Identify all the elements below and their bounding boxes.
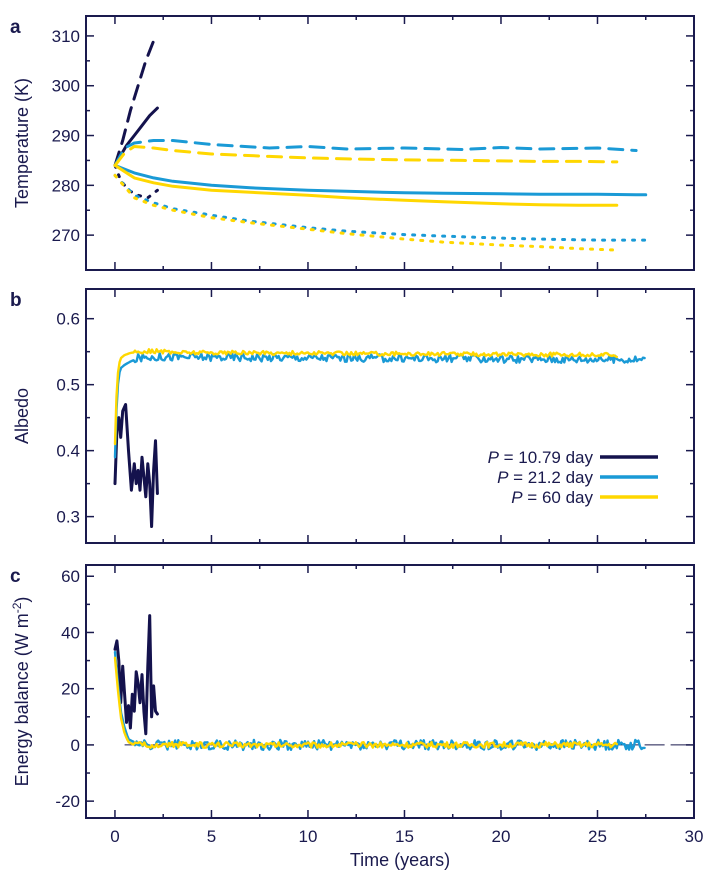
panel-a-frame: [85, 15, 695, 271]
y-tick-label: 0.3: [56, 508, 80, 527]
legend-label-p10: P = 10.79 day: [488, 448, 594, 467]
x-tick-label: 15: [395, 827, 414, 846]
y-tick-label: 20: [61, 680, 80, 699]
y-tick-label: 0.5: [56, 376, 80, 395]
series-p21-noisy: [113, 352, 646, 459]
panel-c-frame: [85, 564, 695, 819]
y-tick-label: 60: [61, 567, 80, 586]
y-tick-label: 300: [52, 77, 80, 96]
x-tick-label: 0: [110, 827, 119, 846]
panel-b-letter: b: [10, 290, 22, 311]
x-tick-label: 30: [685, 827, 704, 846]
series-p21-solid: [113, 163, 648, 197]
series-p60-noisy: [113, 348, 618, 446]
legend-p-symbol: P: [497, 468, 509, 487]
x-tick-label: 10: [299, 827, 318, 846]
series-p10-dashed: [113, 39, 156, 167]
legend-label-p60: P = 60 day: [511, 488, 593, 507]
x-tick-label: 25: [588, 827, 607, 846]
series-p21-noisy: [113, 650, 646, 752]
y-label-end: ): [12, 597, 32, 603]
series-p60-noisy: [113, 656, 618, 749]
series-p60-dotted: [113, 173, 619, 252]
x-tick-label: 5: [207, 827, 216, 846]
y-tick-label: 280: [52, 176, 80, 195]
legend-p-symbol: P: [488, 448, 500, 467]
y-tick-label: -20: [55, 792, 80, 811]
panel-b-series: [113, 348, 646, 528]
x-tick-label: 20: [492, 827, 511, 846]
series-p10-dotted: [113, 163, 159, 200]
y-tick-label: 0.6: [56, 310, 80, 329]
y-tick-label: 270: [52, 226, 80, 245]
y-tick-label: 0.4: [56, 442, 80, 461]
legend-p-symbol: P: [511, 488, 523, 507]
series-p60-solid: [113, 163, 619, 207]
legend-text: = 60 day: [523, 488, 594, 507]
y-tick-label: 290: [52, 127, 80, 146]
y-label-superscript: -2: [10, 602, 24, 613]
panel-c-series: [113, 614, 646, 752]
panel-a-y-label: Temperature (K): [12, 78, 32, 208]
y-tick-label: 310: [52, 27, 80, 46]
y-tick-label: 40: [61, 623, 80, 642]
y-tick-label: 0: [71, 736, 80, 755]
panel-a: a 270 280 290 300 310 Temperature (K): [10, 15, 695, 271]
panel-c: c -20 0 20 40 60 0 5 10 15 20 25 30 Energy balance (W…: [10, 564, 704, 846]
panel-c-letter: c: [10, 566, 21, 587]
series-p10-solid: [113, 614, 159, 736]
series-p21-dotted: [113, 173, 648, 242]
legend-text: = 21.2 day: [508, 468, 593, 487]
panel-a-series: [113, 39, 648, 252]
series-p60-dashed: [113, 145, 619, 167]
panel-a-letter: a: [10, 17, 21, 38]
legend-label-p21: P = 21.2 day: [497, 468, 593, 487]
series-p21-dashed: [113, 139, 638, 167]
legend-text: = 10.79 day: [499, 448, 594, 467]
series-p10-solid: [113, 403, 159, 528]
x-axis-label: Time (years): [350, 850, 450, 870]
panel-c-y-label: Energy balance (W m-2): [10, 597, 32, 787]
panel-b-y-label: Albedo: [12, 388, 32, 444]
panel-b-frame: [85, 288, 695, 544]
